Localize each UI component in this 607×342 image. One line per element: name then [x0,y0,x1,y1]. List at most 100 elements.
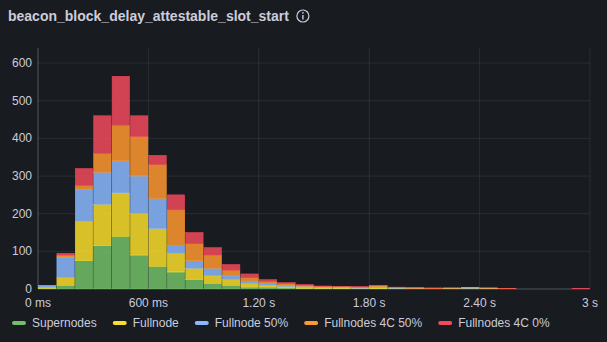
histogram-bar [131,214,148,255]
histogram-bar [259,283,276,285]
histogram-bar [480,288,497,289]
legend-item[interactable]: Fullnodes 4C 50% [304,316,422,330]
histogram-bar [351,287,368,288]
histogram-bar [535,289,552,290]
x-tick-label: 1.80 s [353,296,386,310]
histogram-bar [296,287,313,288]
histogram-bar [351,288,368,289]
y-tick-label: 400 [12,131,32,145]
histogram-bar [75,261,92,289]
info-icon-dot [302,12,304,14]
legend-swatch [195,321,209,325]
histogram-bar [554,289,571,290]
y-tick-label: 500 [12,94,32,108]
histogram-bar [370,286,387,288]
legend-label: Fullnode [133,316,179,330]
histogram-bar [167,210,184,246]
x-tick-label: 2.40 s [463,296,496,310]
histogram-bar [204,276,221,284]
histogram-bar [149,266,166,289]
histogram-bar [223,285,240,289]
histogram-bar [425,288,442,289]
histogram-bar [407,287,424,288]
histogram-bar [241,283,258,287]
histogram-bar [462,288,479,289]
histogram-bar [57,278,74,286]
histogram-bar [186,244,203,261]
x-grid-line [369,48,370,289]
histogram-bar [425,287,442,288]
histogram-bar [554,289,571,290]
y-tick-label: 200 [12,207,32,221]
legend: Supernodes Fullnode Fullnode 50% Fullnodes … [12,316,550,330]
histogram-bar [223,265,240,271]
histogram-bar [167,272,184,289]
histogram-bar [554,289,571,290]
histogram-bar [278,283,295,284]
histogram-bar [315,287,332,289]
histogram-bar [351,288,368,289]
histogram-bar [499,289,516,290]
histogram-bar [259,285,276,287]
histogram-bar [388,288,405,289]
histogram-bar [517,289,534,290]
info-icon[interactable] [297,10,309,22]
histogram-bar [443,289,460,290]
legend-item[interactable]: Fullnodes 4C 0% [438,316,550,330]
histogram-bar [75,221,92,261]
histogram-bar [39,285,56,287]
histogram-bar [517,289,534,290]
histogram-bar [351,287,368,289]
title: beacon_block_delay_attestable_slot_start [8,8,289,24]
histogram-bar [112,125,129,161]
histogram-bar [388,287,405,288]
legend-item[interactable]: Fullnode [113,316,179,330]
legend-label: Supernodes [32,316,97,330]
histogram-bar [112,236,129,289]
y-tick-label: 600 [12,56,32,70]
x-grid-line [258,48,259,289]
histogram-bar [186,233,203,244]
histogram-bar [572,289,589,290]
grid [38,48,590,289]
histogram-bar [315,288,332,289]
x-tick-label: 600 ms [129,296,168,310]
histogram-bar [57,257,74,278]
histogram-bar [554,289,571,290]
histogram-bar [462,288,479,289]
histogram-bar [112,161,129,193]
histogram-bar [333,287,350,289]
histogram-bar [517,289,534,290]
legend-label: Fullnodes 4C 0% [458,316,550,330]
histogram-bar [333,288,350,289]
histogram-bar [535,289,552,290]
histogram-bar [75,185,92,189]
x-tick-label: 0 ms [25,296,51,310]
histogram-bar [499,288,516,289]
histogram-bar [443,287,460,288]
histogram-bar [259,280,276,282]
histogram-bar [425,288,442,289]
histogram-bar [223,280,240,286]
histogram-bar [186,268,203,279]
x-tick-label: 3 s [582,296,598,310]
histogram-bar [499,289,516,290]
histogram-bar [57,285,74,289]
legend-swatch [438,321,452,325]
histogram-bar [131,176,148,214]
histogram-bar [370,287,387,288]
histogram-bar [75,189,92,221]
legend-item[interactable]: Supernodes [12,316,97,330]
histogram-bar [296,286,313,288]
histogram-bar [554,289,571,290]
histogram-bar [204,248,221,256]
y-axis-line [38,48,39,289]
legend-swatch [113,321,127,325]
histogram-bar [94,153,111,172]
legend-swatch [304,321,318,325]
histogram-bar [167,246,184,254]
histogram-bar [149,165,166,199]
legend-item[interactable]: Fullnode 50% [195,316,289,330]
histogram-bar [149,229,166,267]
histogram-bar [407,289,424,290]
